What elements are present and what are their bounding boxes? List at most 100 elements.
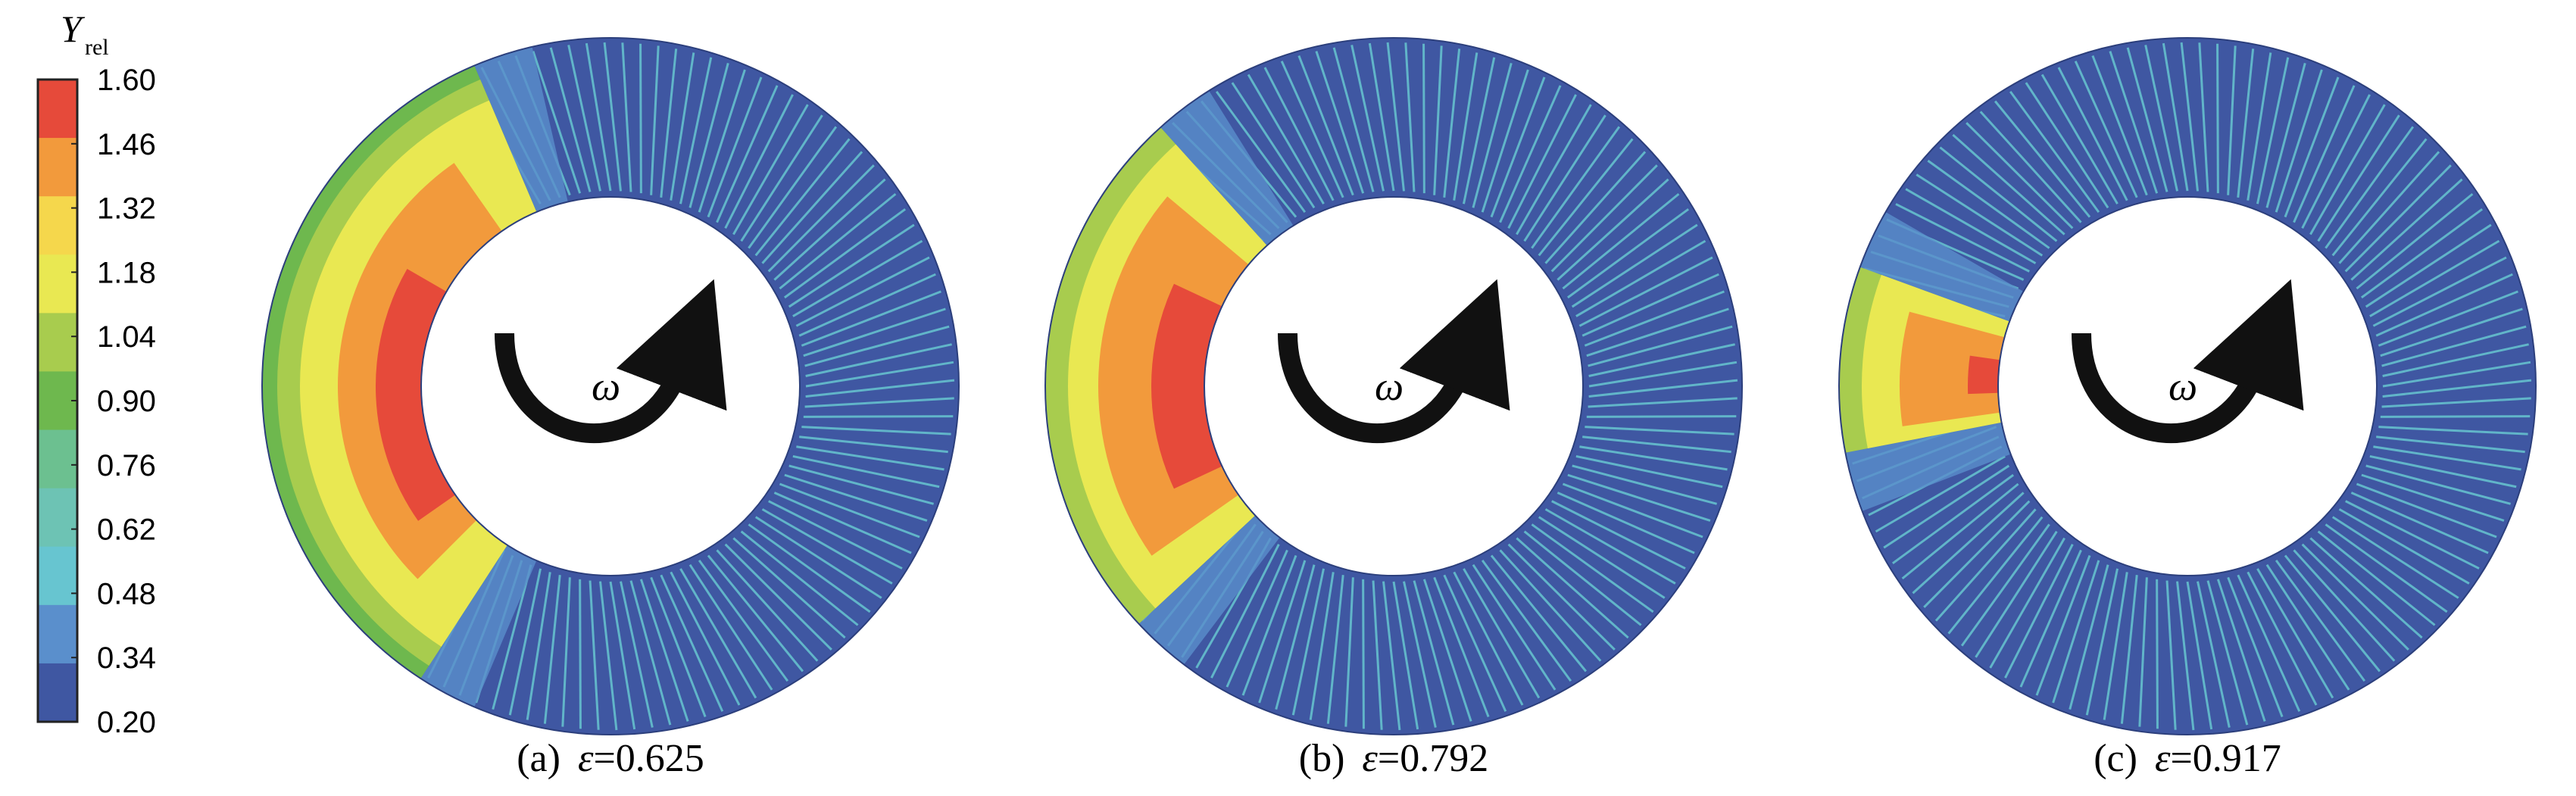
colorbar: Y rel 1.60 1.46 1.32 1.18 1.04 0.90 0.76 0.62 0.… [36, 8, 156, 739]
blade-wake [2004, 544, 2074, 679]
blade-wake [2365, 464, 2512, 505]
blade-wake [2382, 361, 2531, 388]
blade-wake [1226, 549, 1288, 688]
blade-wake [2085, 568, 2119, 716]
blade-wake [670, 52, 695, 201]
blade-wake [688, 563, 773, 691]
blade-wake [1386, 42, 1405, 192]
blade-wake [2237, 48, 2255, 198]
blade-wake [1247, 73, 1325, 204]
colorbar-tick-label: 1.18 [97, 256, 156, 289]
mixing-band [1160, 90, 1294, 246]
blade-wake [767, 164, 875, 273]
blade-wake [716, 85, 779, 223]
blade-wake [1905, 188, 2037, 264]
blade-wake [2009, 90, 2100, 214]
blade-wake [1912, 492, 2025, 595]
blade-wake [1490, 76, 1546, 218]
blade-wake [579, 579, 582, 729]
blade-wake [2052, 560, 2100, 704]
blade-wake [1275, 564, 1316, 710]
blade-wake [1507, 543, 1616, 651]
blade-wake [698, 559, 789, 682]
caption-c-symbol: ε [2155, 737, 2171, 780]
blade-wake [2309, 537, 2423, 639]
loss-contour [1151, 283, 1222, 489]
blade-wake [1392, 581, 1419, 730]
blade-wake [532, 51, 582, 194]
blade-wake [1557, 178, 1669, 281]
blade-wake [707, 76, 763, 218]
blade-wake [1372, 580, 1383, 730]
omega-label: ω [2169, 364, 2197, 409]
blade-wake [2382, 343, 2529, 377]
blade-wake [2369, 239, 2500, 317]
blade-wake [1538, 138, 1634, 257]
blade-wake [2227, 576, 2284, 717]
blade-wake [1544, 151, 1647, 264]
blade-wake [1291, 568, 1325, 716]
blade-wake [768, 500, 903, 570]
blade-wake [2309, 104, 2386, 236]
blade-wake [740, 530, 859, 626]
blade-wake [732, 104, 809, 236]
blade-wake [1579, 445, 1728, 471]
blade-wake [1422, 579, 1472, 722]
blade-wake [621, 42, 632, 192]
blade-wake [779, 192, 897, 290]
blade-wake [567, 45, 601, 192]
blade-wake [2069, 564, 2109, 710]
blade-wake [1499, 549, 1602, 662]
blade-wake [1901, 482, 2019, 580]
blade-wake [1231, 82, 1316, 209]
blade-wake [526, 572, 551, 720]
colorbar-band [38, 663, 77, 723]
blade-wake [2338, 151, 2440, 264]
admission-zone-a [262, 65, 537, 679]
blade-wake [2365, 223, 2492, 308]
blade-wake [724, 543, 832, 651]
blade-wake [2227, 45, 2237, 195]
blade-wake [784, 473, 928, 522]
colorbar-band [38, 196, 77, 255]
blade-wake [761, 151, 863, 264]
caption-c-label: (c) [2094, 737, 2137, 780]
blade-wake [698, 69, 746, 213]
blade-wake [2275, 69, 2323, 213]
blade-wake [1588, 397, 1738, 408]
blade-wake [1403, 581, 1437, 728]
blade-wake [2176, 581, 2195, 731]
colorbar-tick-label: 0.76 [97, 449, 156, 482]
blade-wake [1516, 104, 1592, 236]
blade-wake [2369, 454, 2517, 489]
blade-wake [1332, 47, 1375, 192]
blade-wake [1588, 361, 1738, 388]
blade-wake [805, 361, 954, 388]
caption-a: (a) ε=0.625 [517, 737, 704, 780]
blade-wake [1572, 464, 1718, 505]
blade-wake [1571, 223, 1698, 308]
colorbar-band [38, 313, 77, 372]
blade-wake [2356, 192, 2474, 290]
blade-wake [561, 577, 571, 727]
colorbar-tick-label: 0.90 [97, 385, 156, 418]
blade-wake [603, 42, 622, 192]
colorbar-band [38, 546, 77, 606]
blade-wake [2361, 473, 2505, 522]
blade-wake [2256, 57, 2290, 204]
blade-wake [799, 435, 948, 454]
blade-wake [599, 581, 618, 731]
blade-wake [639, 579, 689, 722]
blade-wake [2373, 445, 2521, 471]
blade-wake [2356, 482, 2497, 538]
colorbar-band [38, 604, 77, 664]
colorbar-band [38, 429, 77, 489]
caption-b-label: (b) [1299, 737, 1345, 780]
blade-wake [2237, 574, 2301, 712]
blade-wake [1575, 239, 1706, 317]
colorbar-tick-label: 1.04 [97, 320, 156, 354]
blade-wake [609, 581, 636, 730]
blade-wake [1947, 516, 2044, 635]
blade-wake [2381, 325, 2527, 367]
